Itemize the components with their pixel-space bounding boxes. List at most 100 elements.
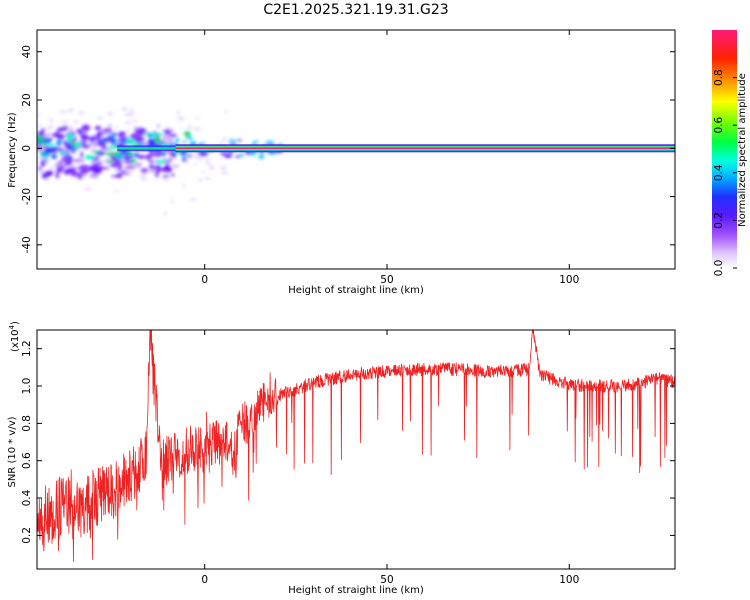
y-tick-label: 0.8 [21, 415, 33, 432]
spectral-cluster [69, 126, 73, 133]
spectral-cluster [81, 124, 91, 132]
spectral-hotspot [37, 135, 43, 142]
spectral-speck [131, 119, 139, 122]
spectral-speck [84, 187, 93, 191]
spectral-cluster [45, 132, 52, 137]
spectral-cluster [135, 138, 143, 143]
spectral-hotspot [107, 159, 114, 163]
spectral-speck [219, 141, 224, 145]
colorbar-gradient [712, 30, 737, 268]
snr-multiplier: (x104) [8, 321, 21, 352]
colorbar-ticks: 0.0 0.2 0.4 0.6 0.8 [713, 69, 737, 276]
spectral-cluster [65, 168, 76, 174]
spectral-speck [122, 106, 128, 112]
spectral-speck [224, 110, 229, 113]
spectral-speck [166, 125, 169, 130]
spectral-blob [181, 140, 187, 143]
spectral-speck [182, 183, 186, 188]
spectral-blob [227, 139, 238, 143]
spectral-cluster [90, 161, 100, 164]
spectral-speck [191, 152, 194, 157]
spectral-speck [48, 165, 56, 170]
snr-x-label: Height of straight line (km) [288, 585, 424, 596]
spectral-cluster [57, 127, 67, 132]
spectral-cluster [162, 175, 170, 178]
spectral-hotspot [40, 141, 46, 146]
spectral-speck [129, 108, 135, 111]
colorbar-tick-label: 0.6 [713, 117, 725, 134]
spectral-cluster [115, 172, 123, 179]
spectral-cluster [43, 170, 54, 175]
spectral-hotspot [100, 137, 108, 143]
spectral-speck [70, 108, 74, 111]
spectral-cluster [55, 171, 60, 179]
spectral-cluster [140, 167, 149, 174]
spectral-blob [199, 142, 207, 145]
spectral-hotspot [127, 151, 134, 156]
y-tick-label: 0.4 [21, 489, 33, 506]
spectral-cluster [108, 123, 112, 130]
spectral-blob [253, 140, 260, 143]
spectral-cluster [102, 127, 113, 134]
spectral-hotspot [161, 151, 167, 157]
spectral-speck [163, 212, 168, 216]
spectral-cluster [88, 165, 94, 170]
spectral-hotspot [67, 156, 73, 160]
spectral-hotspot [124, 138, 136, 145]
spectral-cluster [42, 174, 48, 180]
y-tick-label: 0.2 [21, 527, 33, 544]
spectral-cluster [100, 133, 108, 136]
spectral-blob [235, 155, 241, 158]
spectral-cluster [94, 125, 102, 131]
spectral-speck [49, 118, 54, 123]
spectral-speck [220, 165, 227, 171]
spectrogram-x-label: Height of straight line (km) [288, 285, 424, 296]
spectral-cluster [148, 160, 155, 164]
spectral-hotspot [45, 147, 53, 154]
spectral-cluster [134, 132, 143, 139]
spectral-speck [193, 155, 198, 160]
spectral-cluster [56, 168, 64, 171]
spectral-speck [124, 121, 133, 125]
spectral-cluster [96, 132, 102, 139]
spectral-hotspot [60, 151, 68, 155]
page-title: C2E1.2025.321.19.31.G23 [263, 2, 449, 18]
spectrogram-content [37, 106, 675, 216]
spectral-hotspot [42, 158, 48, 162]
x-tick-label: 100 [559, 274, 579, 286]
colorbar-tick-label: 0.0 [713, 260, 725, 277]
spectral-cluster [37, 166, 43, 171]
spectral-cluster [55, 162, 62, 168]
y-tick-label: 20 [21, 93, 33, 106]
spectrogram-frame [36, 29, 676, 270]
spectrogram-y-label: Frequency (Hz) [7, 112, 18, 188]
spectral-hotspot [56, 139, 63, 143]
spectral-cluster [82, 168, 87, 175]
spectral-speck [113, 189, 122, 192]
spectral-cluster [79, 171, 84, 176]
spectral-speck [129, 111, 135, 115]
y-tick-label: 0.6 [21, 452, 33, 469]
spectral-speck [96, 116, 104, 120]
spectral-cluster [40, 160, 46, 167]
spectral-cluster [157, 169, 161, 174]
snr-panel: 0 50 100 0.2 0.4 0.6 0.8 1.0 1.2 Height of strai… [7, 321, 676, 596]
spectrogram-blobs [37, 106, 284, 216]
spectral-blob [223, 153, 233, 158]
spectral-cluster [113, 159, 122, 165]
spectral-cluster [156, 124, 161, 129]
spectral-cluster [90, 149, 95, 154]
y-tick-label: 1.2 [21, 340, 33, 357]
spectral-cluster [136, 154, 146, 159]
spectrogram-panel: 0 50 100 40 20 0 -20 -40 Height of straight lin… [7, 29, 676, 296]
spectral-speck [222, 136, 227, 141]
y-tick-label: -20 [21, 188, 33, 205]
spectral-speck [38, 169, 45, 174]
spectral-speck [189, 197, 198, 201]
snr-series-line [37, 330, 675, 562]
spectral-cluster [111, 175, 117, 178]
spectral-blob [187, 155, 192, 158]
colorbar-tick-label: 0.2 [713, 212, 725, 229]
spectral-speck [126, 129, 130, 134]
